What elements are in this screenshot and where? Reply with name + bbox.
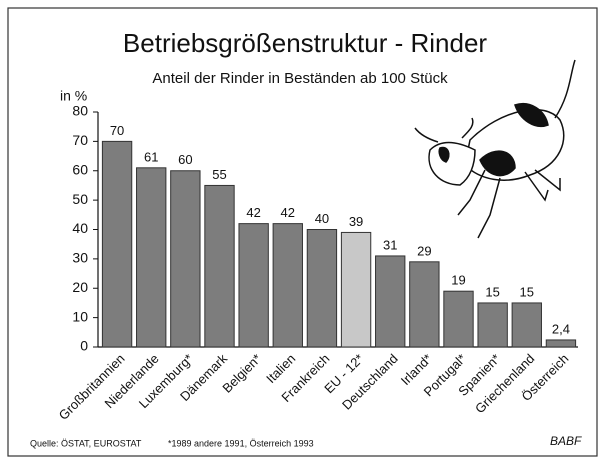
bar [341, 232, 370, 347]
value-label: 60 [178, 152, 192, 167]
value-label: 15 [485, 284, 499, 299]
value-label: 29 [417, 243, 431, 258]
note: *1989 andere 1991, Österreich 1993 [168, 438, 314, 448]
bar [376, 256, 405, 347]
value-label: 31 [383, 237, 397, 252]
y-tick-label: 60 [72, 161, 88, 177]
y-tick-label: 80 [72, 103, 88, 119]
bar [410, 262, 439, 347]
bar [444, 291, 473, 347]
bar [137, 168, 166, 347]
bar [205, 185, 234, 347]
value-label: 42 [281, 205, 295, 220]
bar [478, 303, 507, 347]
y-tick-label: 50 [72, 191, 88, 207]
y-axis-label: in % [60, 88, 87, 104]
bar [307, 230, 336, 348]
value-label: 2,4 [552, 321, 570, 336]
bar [239, 224, 268, 347]
value-label: 15 [520, 284, 534, 299]
y-tick-label: 0 [80, 338, 88, 354]
chart-title: Betriebsgrößenstruktur - Rinder [123, 28, 487, 58]
value-label: 39 [349, 214, 363, 229]
bar [102, 141, 131, 347]
value-label: 19 [451, 273, 465, 288]
value-label: 42 [246, 205, 260, 220]
y-tick-label: 30 [72, 250, 88, 266]
chart-subtitle: Anteil der Rinder in Beständen ab 100 St… [152, 70, 448, 87]
page: Betriebsgrößenstruktur - Rinder Anteil d… [0, 0, 605, 471]
y-tick-label: 40 [72, 220, 88, 236]
source: Quelle: ÖSTAT, EUROSTAT [30, 438, 142, 448]
bar [171, 171, 200, 347]
credit: BABF [550, 434, 582, 448]
value-label: 55 [212, 167, 226, 182]
chart: Betriebsgrößenstruktur - Rinder Anteil d… [0, 0, 605, 466]
bar [546, 340, 575, 347]
bar [512, 303, 541, 347]
value-label: 70 [110, 123, 124, 138]
value-label: 40 [315, 211, 329, 226]
value-label: 61 [144, 149, 158, 164]
y-tick-label: 10 [72, 308, 88, 324]
y-tick-label: 20 [72, 279, 88, 295]
bar [273, 224, 302, 347]
y-tick-label: 70 [72, 132, 88, 148]
